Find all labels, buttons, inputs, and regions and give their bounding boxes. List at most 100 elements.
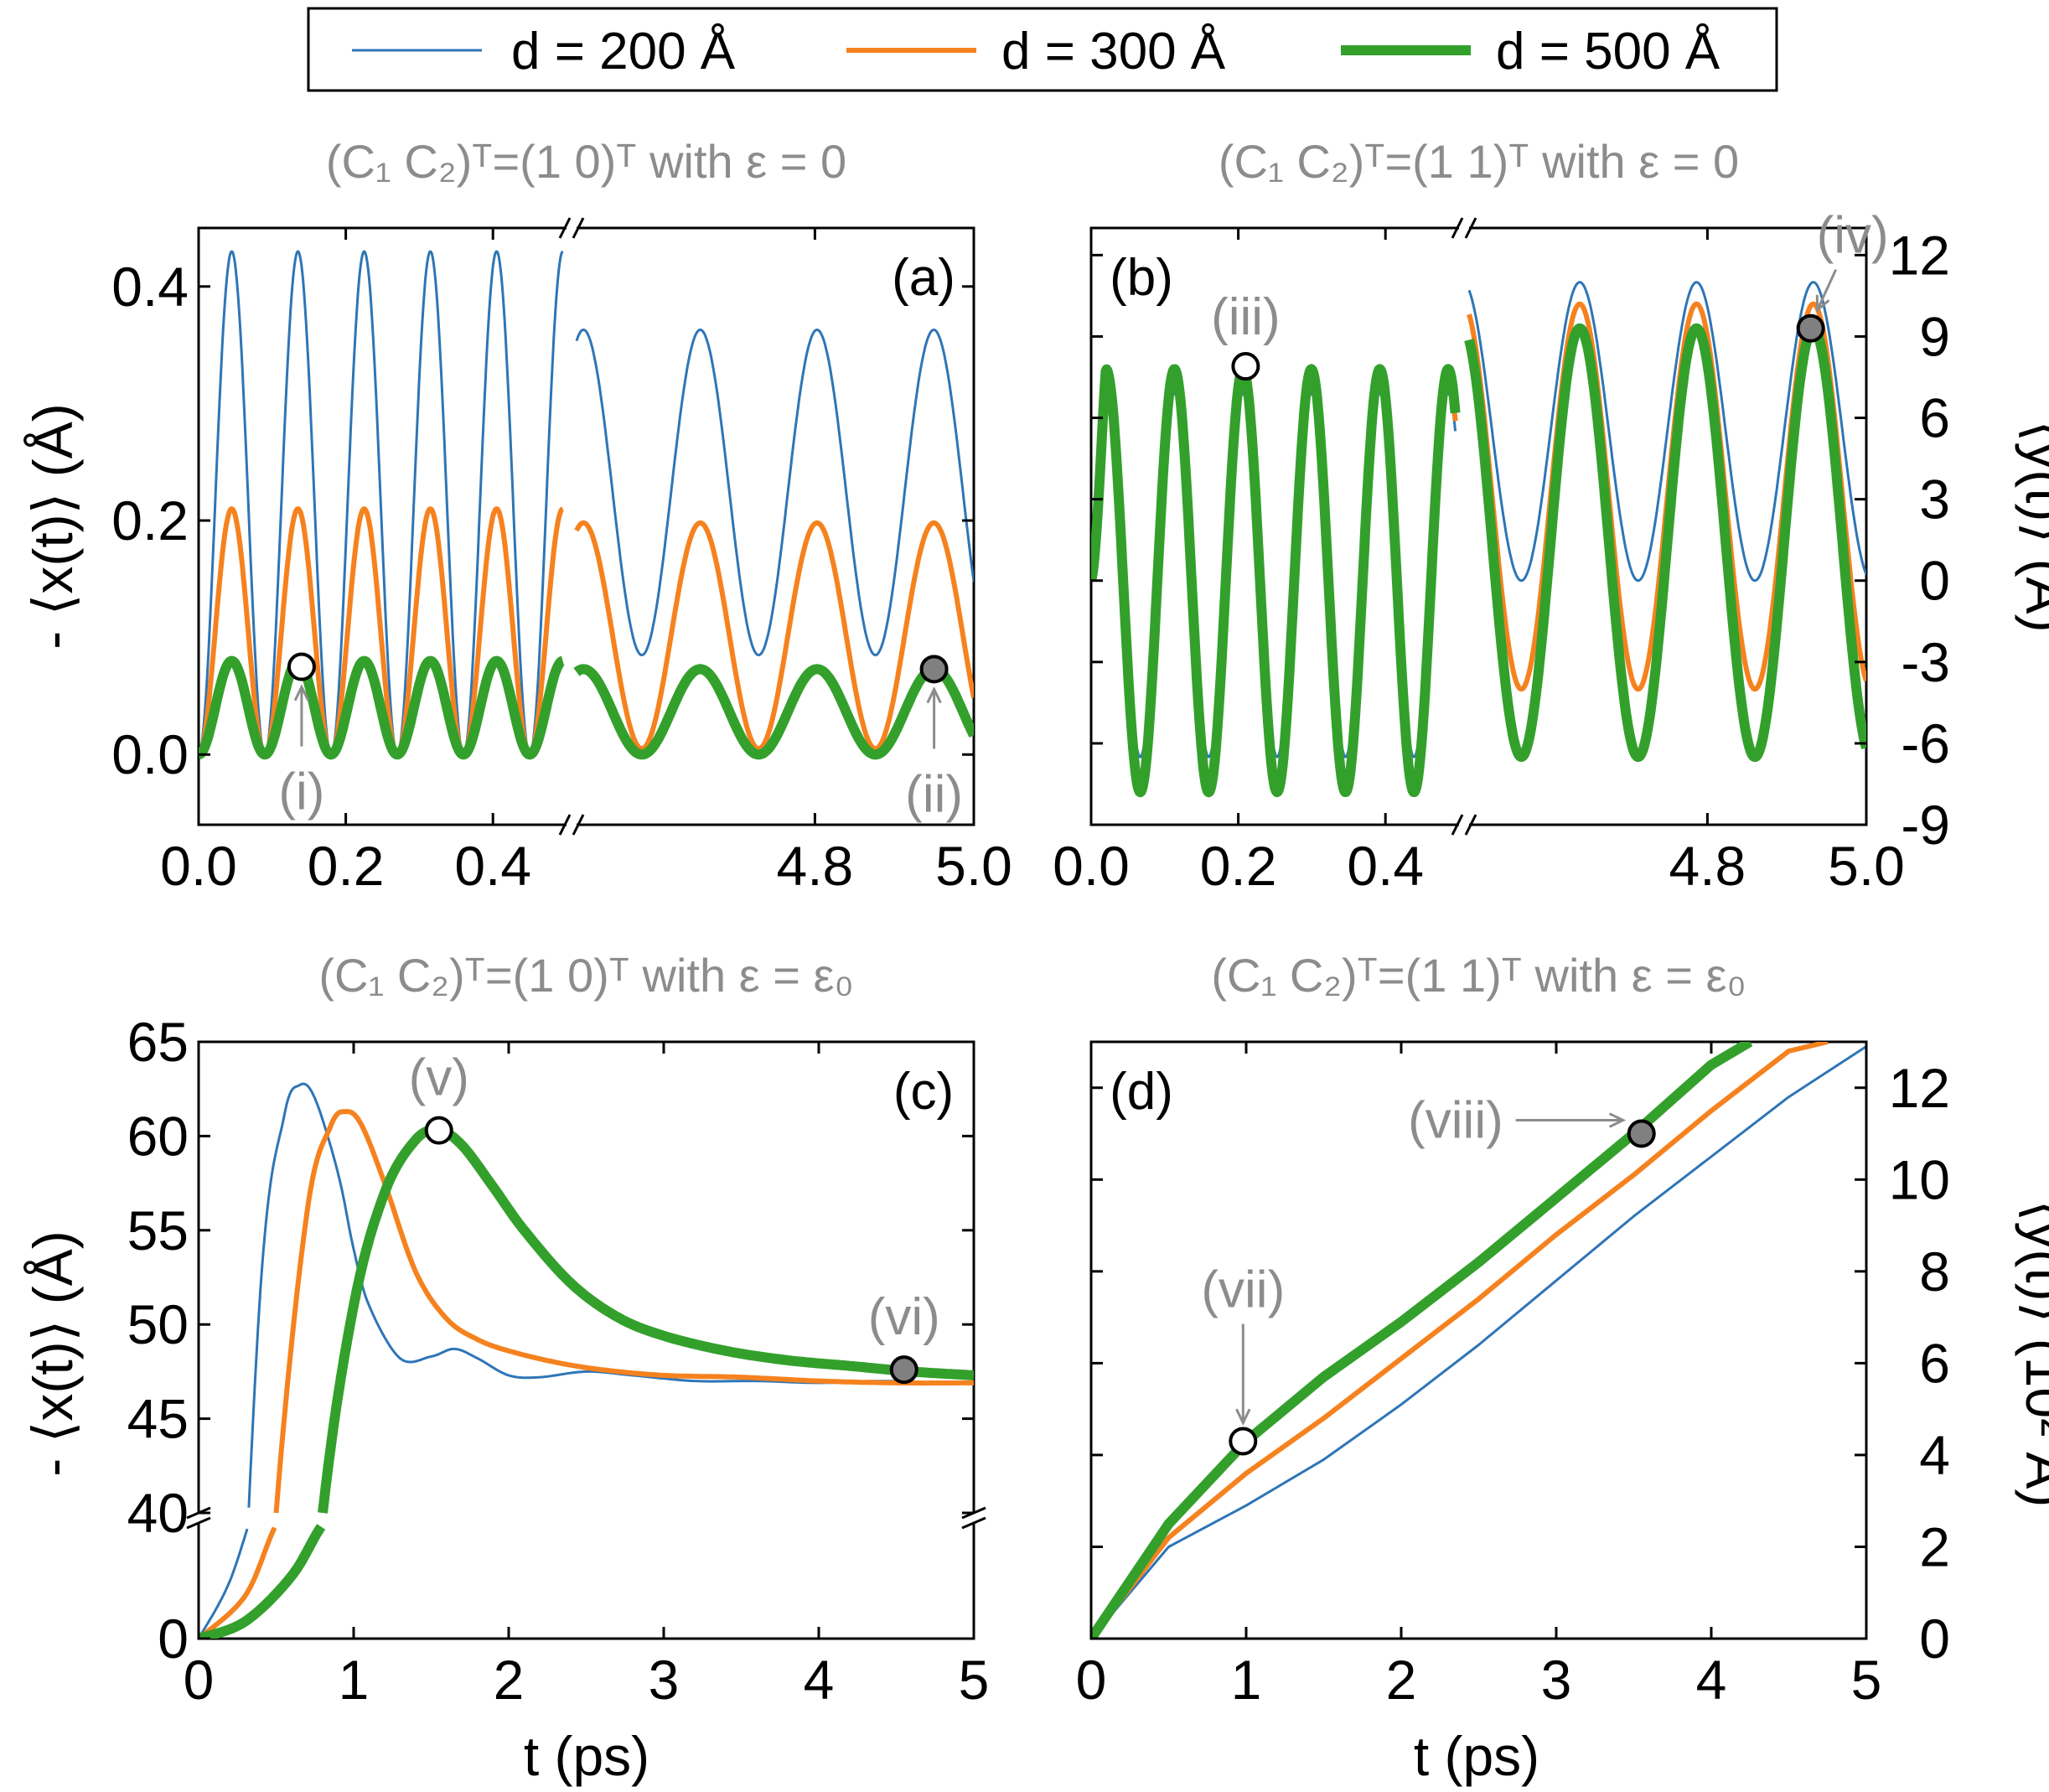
y-tick-label-d: 4 — [1919, 1424, 1950, 1486]
x-tick-label-b: 0.2 — [1200, 835, 1277, 897]
x-tick-label-a: 4.8 — [777, 835, 854, 897]
marker-c — [889, 1355, 918, 1385]
x-tick-label-d: 3 — [1541, 1649, 1572, 1711]
y-tick-label-c: 60 — [127, 1105, 189, 1167]
y-tick-label-a: 0.0 — [111, 723, 189, 785]
y-tick-label-d: 8 — [1919, 1240, 1950, 1303]
annotation-label-d: (viii) — [1408, 1092, 1503, 1150]
y-tick-label-b: 9 — [1919, 305, 1950, 367]
series-line-d-d200 — [1091, 1045, 1866, 1639]
x-tick-label-b: 4.8 — [1669, 835, 1746, 897]
x-tick-label-c: 0 — [184, 1649, 215, 1711]
annotation-label-b: (iii) — [1211, 288, 1281, 346]
axis-break-mark — [572, 217, 585, 239]
legend: d = 200 Å d = 300 Å d = 500 Å — [307, 7, 1778, 92]
axis-break-mark — [1451, 217, 1464, 239]
series-line-c-upper-d300 — [273, 1109, 974, 1514]
plot-frame-a — [197, 226, 975, 826]
x-tick-label-c: 3 — [649, 1649, 680, 1711]
panel-label-d: (d) — [1110, 1063, 1173, 1121]
arrow-head-a — [926, 686, 942, 704]
panel-b: 0.0 0.2 0.4 4.8 5.0-9 -6 -3 0 3 6 9 12 (C₁ C₂)ᵀ=(1 1… — [1053, 135, 1950, 897]
series-line-a-d300 — [574, 520, 974, 752]
axis-break-mark — [186, 1516, 211, 1530]
arrow-head-d — [1235, 1408, 1251, 1426]
x-tick-label-d: 1 — [1231, 1649, 1262, 1711]
series-line-a-d500 — [572, 664, 974, 760]
panel-label-c: (c) — [893, 1063, 954, 1121]
legend-label-d500: d = 500 Å — [1496, 23, 1720, 80]
x-tick-label-a: 5.0 — [935, 835, 1012, 897]
x-tick-label-d: 2 — [1386, 1649, 1417, 1711]
axis-break-mark — [558, 814, 572, 836]
legend-box — [307, 7, 1778, 92]
series-line-c-lower-d300 — [199, 1526, 277, 1639]
y-tick-label-b: 3 — [1919, 469, 1950, 531]
annotation-label-c: (v) — [409, 1049, 469, 1107]
y-axis-title-a: - ⟨x(t)⟩ (Å) — [22, 403, 84, 649]
x-tick-label-d: 0 — [1076, 1649, 1107, 1711]
axis-break-mark — [961, 1516, 986, 1530]
axis-break-mark — [572, 814, 585, 836]
series-line-a-d200 — [575, 329, 974, 657]
plot-frame-b — [1089, 226, 1868, 826]
arrow-head-d — [1608, 1112, 1627, 1128]
x-tick-label-b: 0.4 — [1347, 835, 1424, 897]
panel-title-b: (C₁ C₂)ᵀ=(1 1)ᵀ with ε = 0 — [1219, 135, 1739, 188]
axis-break-mark — [558, 217, 572, 239]
x-tick-label-a: 0.4 — [454, 835, 531, 897]
y-tick-label-c: 55 — [127, 1199, 189, 1261]
y-tick-label-c: 65 — [127, 1011, 189, 1073]
y-tick-label-a: 0.2 — [111, 489, 189, 552]
series-group-c — [199, 1082, 974, 1639]
y-tick-label-c: 0 — [158, 1608, 189, 1670]
y-tick-label-d: 6 — [1919, 1332, 1950, 1394]
annotation-label-a: (i) — [278, 764, 324, 821]
arrow-head-b — [1815, 294, 1830, 313]
series-line-c-lower-d200 — [199, 1528, 249, 1639]
legend-label-d300: d = 300 Å — [1001, 23, 1226, 80]
series-line-d-d500 — [1091, 1042, 1753, 1639]
y-axis-title-d: ⟨y(t)⟩ (10² Å) — [2015, 1200, 2049, 1508]
axis-break-gap-c — [182, 1514, 991, 1524]
x-tick-label-c: 5 — [959, 1649, 990, 1711]
y-tick-label-d: 10 — [1889, 1148, 1950, 1210]
panel-a: 0.0 0.2 0.4 4.8 5.0 0.0 0.2 0.4 (C₁ C₂)ᵀ=(1 0)ᵀ … — [111, 135, 1012, 897]
panel-title-c: (C₁ C₂)ᵀ=(1 0)ᵀ with ε = ε₀ — [318, 949, 853, 1002]
y-axis-title-b: ⟨y(t)⟩ (Å) — [2015, 420, 2049, 632]
x-tick-label-a: 0.0 — [160, 835, 237, 897]
series-line-b-d200 — [1467, 281, 1866, 583]
axis-break-mark — [1464, 217, 1477, 239]
annotation-label-b: (iv) — [1817, 207, 1889, 265]
y-axis-title-c: - ⟨x(t)⟩ (Å) — [22, 1230, 84, 1476]
marker-d — [1229, 1427, 1258, 1456]
series-line-b-d500 — [1464, 323, 1866, 763]
x-tick-label-d: 4 — [1696, 1649, 1727, 1711]
marker-a — [919, 655, 949, 684]
panel-label-a: (a) — [892, 249, 955, 307]
panel-label-b: (b) — [1110, 249, 1173, 307]
series-line-a-d500 — [199, 655, 567, 760]
arrow-line-b — [1816, 269, 1838, 311]
series-line-b-d500 — [1091, 364, 1461, 798]
x-tick-label-c: 4 — [804, 1649, 835, 1711]
series-line-c-lower-d500 — [199, 1524, 326, 1639]
series-line-d-d300 — [1091, 1042, 1829, 1639]
annotation-label-a: (ii) — [905, 765, 963, 823]
series-group-d — [1091, 1042, 1866, 1639]
x-tick-label-c: 2 — [494, 1649, 525, 1711]
y-tick-label-a: 0.4 — [111, 256, 189, 318]
arrow-head-a — [293, 684, 310, 702]
plot-frame-d — [1089, 1040, 1868, 1640]
annotation-label-d: (vii) — [1201, 1261, 1285, 1318]
annotation-label-c: (vi) — [868, 1288, 940, 1346]
series-line-c-upper-d500 — [318, 1125, 974, 1514]
legend-label-d200: d = 200 Å — [511, 23, 736, 80]
y-tick-label-b: -9 — [1901, 794, 1950, 856]
panel-title-a: (C₁ C₂)ᵀ=(1 0)ᵀ with ε = 0 — [326, 135, 846, 188]
axis-break-mark — [1451, 814, 1464, 836]
y-tick-label-b: -3 — [1901, 631, 1950, 693]
series-group-b — [1091, 281, 1866, 798]
